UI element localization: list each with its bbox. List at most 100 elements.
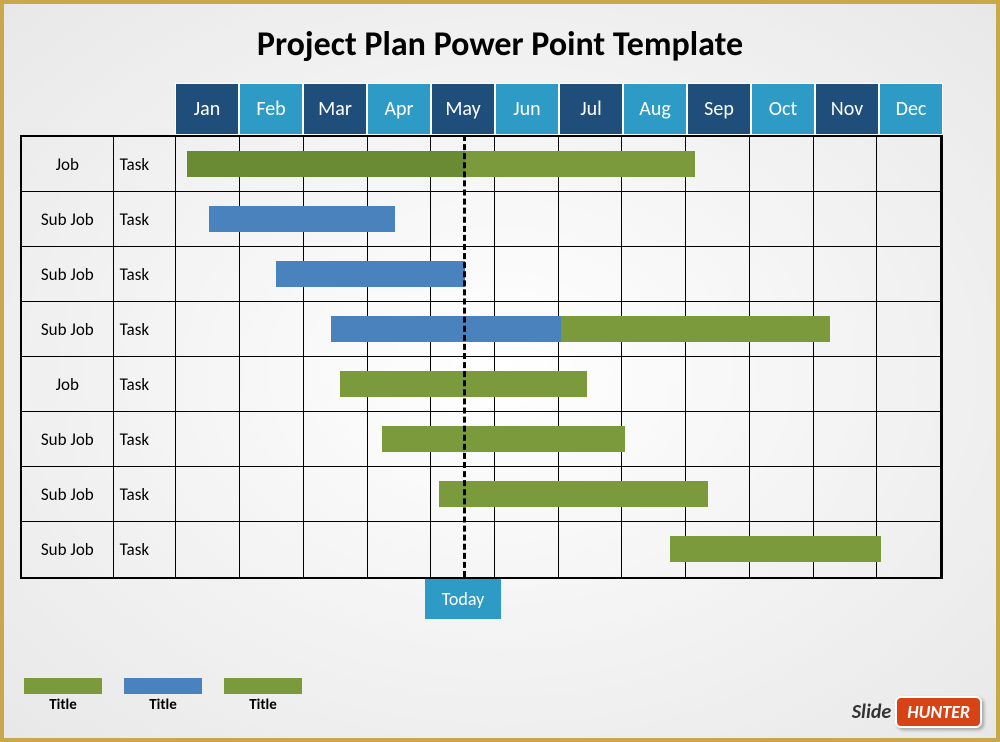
month-header-cell: Jan <box>175 83 239 135</box>
timeline-cell <box>750 137 814 191</box>
timeline-cell <box>559 412 623 466</box>
timeline-cell <box>877 357 941 411</box>
task-label: Task <box>114 302 177 356</box>
today-label: Today <box>442 588 485 610</box>
timeline-cell <box>240 247 304 301</box>
today-label-box: Today <box>425 579 501 619</box>
timeline-cell <box>686 137 750 191</box>
timeline-cell <box>240 137 304 191</box>
timeline-cell <box>559 467 623 521</box>
gantt-row: JobTask <box>22 357 941 412</box>
timeline-cell <box>240 412 304 466</box>
timeline-cell <box>240 357 304 411</box>
timeline-cell <box>559 192 623 246</box>
today-line <box>463 135 466 577</box>
timeline-cell <box>877 302 941 356</box>
month-header-cell: Mar <box>303 83 367 135</box>
brand-hunter-text: HUNTER <box>895 696 982 728</box>
timeline-cell <box>686 192 750 246</box>
timeline-cell <box>750 412 814 466</box>
brand-logo: Slide HUNTER <box>852 696 982 728</box>
legend-item: Title <box>124 678 202 714</box>
job-label: Sub Job <box>22 247 114 301</box>
timeline-cell <box>176 302 240 356</box>
legend-swatch <box>24 678 102 694</box>
timeline-cell <box>686 357 750 411</box>
timeline-cell <box>176 137 240 191</box>
gantt-row: JobTask <box>22 137 941 192</box>
job-label: Sub Job <box>22 467 114 521</box>
timeline-cell <box>877 522 941 577</box>
timeline-cell <box>495 302 559 356</box>
timeline-cell <box>877 467 941 521</box>
timeline-cell <box>304 247 368 301</box>
timeline-cell <box>304 302 368 356</box>
timeline-cell <box>368 467 432 521</box>
gantt-row: Sub JobTask <box>22 247 941 302</box>
timeline-cell <box>368 357 432 411</box>
month-header-cell: Jul <box>559 83 623 135</box>
timeline-cell <box>622 247 686 301</box>
timeline-cell <box>304 192 368 246</box>
job-label: Sub Job <box>22 522 114 577</box>
legend-label: Title <box>249 696 277 714</box>
month-header-cell: Apr <box>367 83 431 135</box>
timeline-cell <box>368 522 432 577</box>
timeline-cell <box>686 302 750 356</box>
timeline-cell <box>750 247 814 301</box>
timeline-cell <box>176 192 240 246</box>
task-label: Task <box>114 247 177 301</box>
timeline-cell <box>622 522 686 577</box>
timeline-cell <box>368 137 432 191</box>
timeline-cell <box>495 412 559 466</box>
timeline-cell <box>814 192 878 246</box>
timeline-cell <box>750 192 814 246</box>
slide: Project Plan Power Point Template JanFeb… <box>4 4 996 738</box>
legend-label: Title <box>49 696 77 714</box>
timeline-cell <box>240 467 304 521</box>
legend-item: Title <box>224 678 302 714</box>
timeline-cell <box>877 412 941 466</box>
timeline-cell <box>750 302 814 356</box>
legend: Title Title Title <box>24 678 302 714</box>
timeline-cell <box>240 522 304 577</box>
task-label: Task <box>114 357 177 411</box>
timeline-cell <box>622 467 686 521</box>
task-label: Task <box>114 522 177 577</box>
timeline-cell <box>814 137 878 191</box>
timeline-cell <box>686 247 750 301</box>
legend-label: Title <box>149 696 177 714</box>
timeline-cell <box>495 247 559 301</box>
timeline-cell <box>814 302 878 356</box>
month-header-row: JanFebMarAprMayJunJulAugSepOctNovDec <box>175 83 980 135</box>
task-label: Task <box>114 192 177 246</box>
timeline-cell <box>559 302 623 356</box>
gantt-row: Sub JobTask <box>22 467 941 522</box>
month-header-cell: Jun <box>495 83 559 135</box>
legend-swatch <box>224 678 302 694</box>
timeline-cell <box>814 247 878 301</box>
timeline-cell <box>814 412 878 466</box>
timeline-cell <box>304 357 368 411</box>
timeline-cell <box>686 467 750 521</box>
timeline-cell <box>495 192 559 246</box>
task-label: Task <box>114 137 177 191</box>
page-title: Project Plan Power Point Template <box>14 24 986 65</box>
timeline-cell <box>750 522 814 577</box>
month-header-cell: Oct <box>751 83 815 135</box>
timeline-cell <box>304 467 368 521</box>
timeline-cell <box>240 302 304 356</box>
gantt-grid: JobTaskSub JobTaskSub JobTaskSub JobTask… <box>20 135 943 579</box>
job-label: Sub Job <box>22 192 114 246</box>
month-header-cell: Nov <box>815 83 879 135</box>
legend-item: Title <box>24 678 102 714</box>
timeline-cell <box>368 192 432 246</box>
gantt-row: Sub JobTask <box>22 302 941 357</box>
job-label: Sub Job <box>22 412 114 466</box>
timeline-cell <box>814 467 878 521</box>
task-label: Task <box>114 467 177 521</box>
month-header-cell: Aug <box>623 83 687 135</box>
timeline-cell <box>495 137 559 191</box>
job-label: Job <box>22 137 114 191</box>
month-header-cell: Sep <box>687 83 751 135</box>
